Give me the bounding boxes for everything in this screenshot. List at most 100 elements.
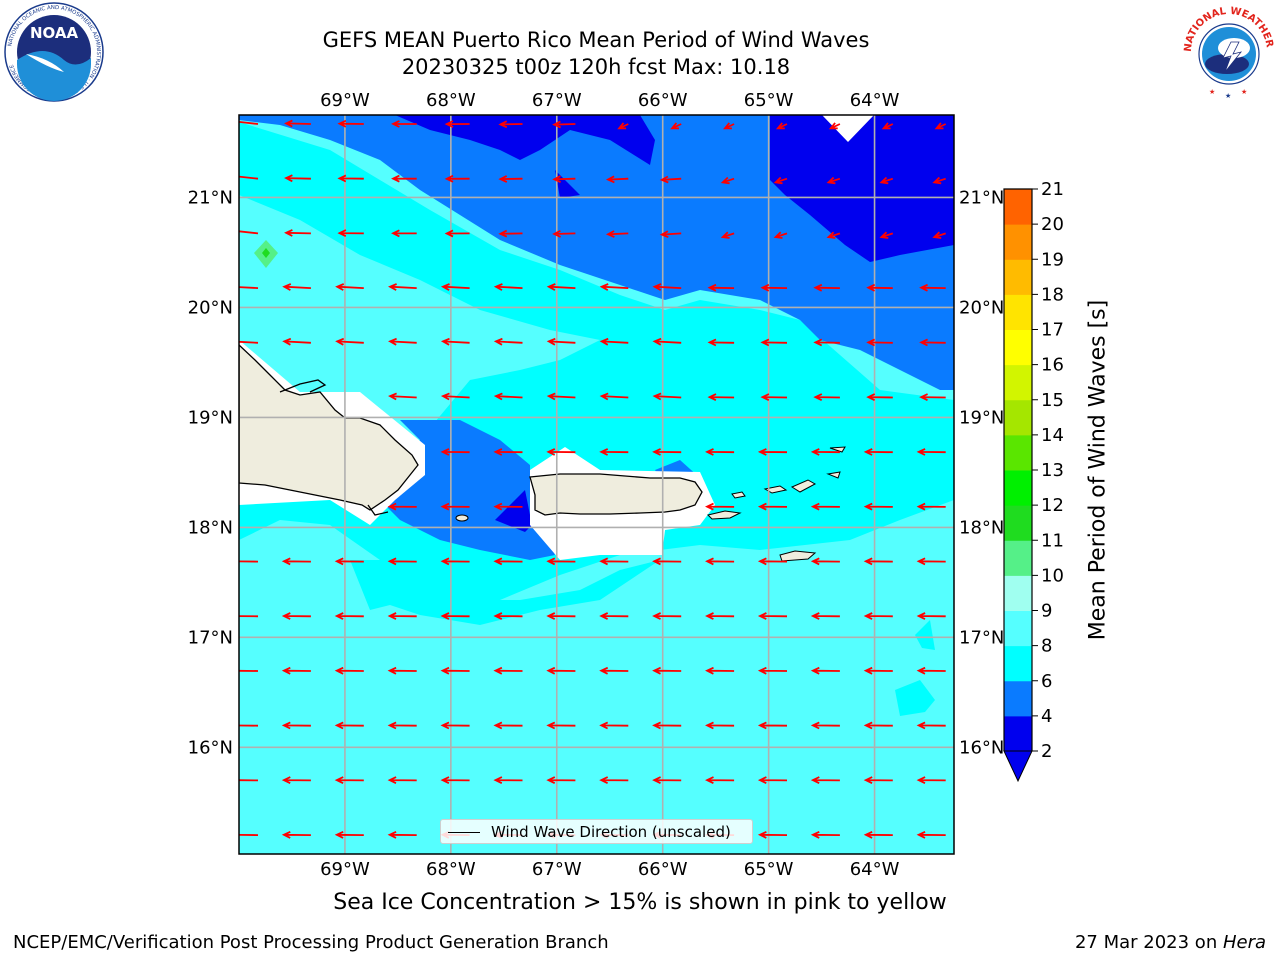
- wave-direction-arrow-119: [546, 612, 576, 620]
- wave-direction-arrow-85: [652, 448, 682, 456]
- wave-direction-arrow-69: [919, 338, 946, 347]
- wave-direction-arrow-2: [337, 119, 364, 128]
- wave-direction-arrow-147: [546, 721, 576, 730]
- wave-direction-arrow-54: [866, 283, 893, 292]
- footer-date-text: 27 Mar 2023 on: [1074, 932, 1223, 953]
- colorbar-label: Mean Period of Wind Waves [s]: [1085, 299, 1111, 641]
- wave-direction-arrow-96: [810, 502, 840, 511]
- colorbar-tick-label-20: 20: [1041, 214, 1064, 235]
- wave-direction-arrow-21: [605, 175, 629, 184]
- wave-direction-arrow-117: [440, 612, 470, 620]
- wave-direction-arrow-141: [239, 724, 259, 727]
- wave-direction-arrow-18: [444, 174, 470, 183]
- latitude-labels-right: 21°N 20°N 19°N 18°N 17°N 16°N: [959, 187, 1004, 758]
- wave-direction-arrow-102: [387, 557, 417, 566]
- wave-direction-arrow-157: [334, 776, 364, 785]
- land-virgin-islands: [731, 446, 846, 499]
- wave-direction-arrow-47: [493, 283, 523, 291]
- wave-direction-arrow-100: [281, 557, 311, 566]
- wave-direction-arrow-4: [444, 120, 470, 128]
- wave-direction-arrow-68: [866, 338, 893, 347]
- colorbar-tick-label-21: 21: [1041, 179, 1064, 200]
- wave-direction-arrow-88: [810, 448, 840, 456]
- wave-direction-arrow-65: [707, 338, 735, 347]
- wave-direction-arrow-98: [916, 502, 946, 511]
- wave-direction-arrow-128: [281, 666, 311, 675]
- wave-direction-arrow-122: [705, 612, 735, 620]
- colorbar-tick-label-16: 16: [1041, 355, 1064, 376]
- longitude-labels-bottom: 69°W 68°W 67°W 66°W 65°W 64°W: [320, 859, 900, 880]
- wave-direction-arrow-7: [617, 122, 629, 130]
- wave-direction-arrow-38: [773, 231, 788, 239]
- lat-label-right-1: 20°N: [959, 297, 1004, 318]
- wave-direction-arrow-33: [498, 229, 523, 238]
- wave-direction-arrow-106: [599, 557, 629, 566]
- land-puerto-rico: [529, 473, 703, 516]
- wave-direction-arrow-164: [705, 776, 735, 785]
- colorbar-bin-20-21: [1004, 189, 1032, 225]
- wave-direction-arrow-133: [546, 666, 576, 675]
- wave-direction-arrow-78: [813, 393, 840, 402]
- lat-label-right-0: 21°N: [959, 187, 1004, 208]
- wave-direction-arrow-104: [493, 557, 523, 566]
- wave-direction-arrow-73: [546, 392, 576, 401]
- lon-label-bottom-3: 66°W: [638, 859, 688, 880]
- wave-direction-arrow-39: [826, 231, 841, 239]
- wave-direction-arrow-66: [760, 338, 788, 347]
- wave-direction-arrow-158: [387, 776, 417, 785]
- wave-direction-arrow-30: [337, 229, 364, 238]
- wave-direction-arrow-6: [552, 120, 576, 129]
- wave-direction-arrow-179: [757, 830, 788, 839]
- lon-label-bottom-2: 67°W: [532, 859, 582, 880]
- wave-direction-arrow-108: [705, 557, 735, 566]
- wave-direction-arrow-28: [239, 227, 259, 235]
- wave-direction-arrow-162: [599, 776, 629, 785]
- wave-direction-arrow-27: [932, 176, 946, 185]
- wave-direction-arrow-16: [337, 174, 364, 183]
- wave-direction-arrow-131: [440, 666, 470, 675]
- wave-direction-arrow-151: [757, 721, 788, 730]
- wave-direction-arrow-0: [239, 118, 259, 125]
- period-patch-4-6-east: [895, 680, 935, 716]
- wave-direction-arrow-72: [493, 392, 523, 401]
- lon-label-top-5: 64°W: [850, 90, 900, 111]
- period-band-0-2-northeast: [770, 115, 954, 262]
- colorbar-bin-4-6: [1004, 680, 1032, 717]
- wave-direction-arrow-130: [387, 666, 417, 675]
- colorbar-tick-label-11: 11: [1041, 530, 1064, 551]
- wave-direction-arrow-89: [863, 448, 893, 456]
- colorbar-bin-9-10: [1004, 575, 1032, 612]
- colorbar-bin-2-4: [1004, 715, 1032, 752]
- wave-direction-arrow-92: [440, 502, 470, 511]
- wave-direction-arrow-11: [828, 122, 841, 130]
- wave-direction-arrow-95: [757, 502, 788, 511]
- wave-direction-arrow-110: [810, 557, 840, 566]
- wave-direction-arrow-107: [652, 557, 682, 566]
- wave-direction-arrow-90: [916, 448, 946, 456]
- wave-direction-arrow-10: [775, 122, 788, 130]
- wave-direction-arrow-23: [720, 176, 735, 185]
- wave-direction-arrow-17: [391, 174, 417, 183]
- lon-label-bottom-5: 64°W: [850, 859, 900, 880]
- colorbar-tick-label-18: 18: [1041, 284, 1064, 305]
- forecast-subtitle: 20230325 t00z 120h fcst Max: 10.18: [401, 55, 791, 79]
- wave-direction-arrow-14: [239, 173, 259, 180]
- wave-direction-arrow-62: [546, 337, 576, 346]
- missing-data-triangle: [822, 115, 874, 142]
- wave-direction-arrow-83: [546, 448, 576, 456]
- wave-direction-arrow-75: [652, 392, 682, 401]
- colorbar-bin-13-14: [1004, 434, 1032, 471]
- wave-direction-arrow-15: [284, 174, 311, 183]
- wave-direction-arrow-150: [705, 721, 735, 730]
- land-hispaniola-peninsula: [279, 379, 389, 516]
- colorbar-tick-label-2: 2: [1041, 741, 1052, 762]
- period-patch-4-6-south: [350, 560, 660, 625]
- colorbar-bin-8-9: [1004, 610, 1032, 647]
- wave-direction-arrow-116: [387, 612, 417, 620]
- lon-label-top-3: 66°W: [638, 90, 688, 111]
- nws-logo: NATIONAL WEATHER SERVICE ★ ★ ★: [1178, 2, 1278, 101]
- latitude-labels-left: 21°N 20°N 19°N 18°N 17°N 16°N: [188, 187, 233, 758]
- period-band-0-2-north: [395, 115, 655, 165]
- wave-direction-arrow-139: [863, 666, 893, 675]
- colorbar-bin-14-15: [1004, 399, 1032, 436]
